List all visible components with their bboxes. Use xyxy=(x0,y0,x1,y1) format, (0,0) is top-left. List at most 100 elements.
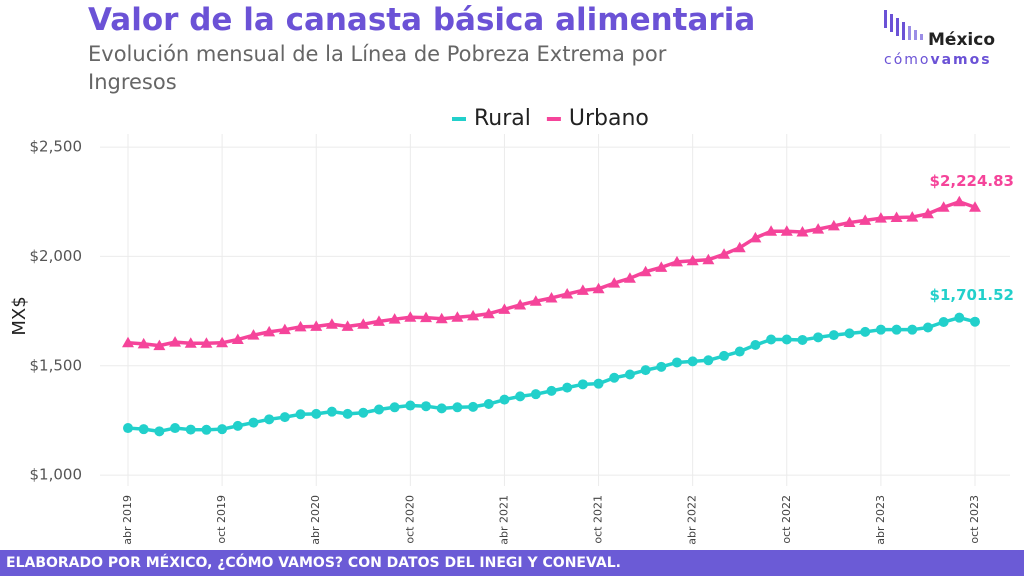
point xyxy=(278,323,291,335)
point xyxy=(436,403,447,414)
point xyxy=(325,318,338,329)
point xyxy=(719,350,730,361)
point xyxy=(703,355,714,366)
x-tick-label: abr 2020 xyxy=(309,495,322,545)
point xyxy=(593,378,604,389)
point xyxy=(624,369,635,380)
value-label: $2,224.83 xyxy=(930,172,1014,190)
point xyxy=(969,201,981,212)
value-label: $1,701.52 xyxy=(930,286,1014,304)
point xyxy=(201,424,212,435)
point xyxy=(295,409,306,420)
point xyxy=(372,315,385,326)
chart: MX$ $1,000 $1,500 $2,000 $2,500 abr 2019 oct … xyxy=(9,106,1014,545)
point xyxy=(263,325,276,337)
point xyxy=(138,424,149,435)
point xyxy=(561,288,574,299)
logo-bars xyxy=(884,10,923,40)
point xyxy=(405,400,416,411)
point xyxy=(562,382,573,393)
point xyxy=(468,401,479,412)
point xyxy=(954,312,965,323)
point xyxy=(640,365,651,376)
point xyxy=(750,339,761,350)
logo-tag: cómovamos xyxy=(884,52,992,68)
point xyxy=(859,214,872,225)
point xyxy=(184,337,197,348)
point xyxy=(200,337,213,348)
point xyxy=(953,195,966,207)
point xyxy=(435,312,448,324)
point xyxy=(153,339,166,351)
legend-label: Urbano xyxy=(569,106,649,131)
point xyxy=(702,253,715,265)
point xyxy=(216,336,229,348)
point xyxy=(247,329,260,340)
point xyxy=(860,326,871,337)
point xyxy=(828,330,839,341)
logo-tag-light: cómo xyxy=(884,52,931,68)
logo: México cómovamos xyxy=(882,8,1012,68)
point xyxy=(812,223,825,234)
logo-tag-bold: vamos xyxy=(930,52,992,68)
point xyxy=(938,317,949,328)
point xyxy=(123,423,133,434)
y-tick-label: $2,000 xyxy=(30,247,83,265)
point xyxy=(404,311,417,322)
point xyxy=(137,337,150,349)
point xyxy=(310,320,323,331)
x-tick-label: oct 2020 xyxy=(403,495,416,544)
point xyxy=(780,225,793,236)
point xyxy=(452,402,463,413)
point xyxy=(843,216,856,228)
point xyxy=(655,261,668,272)
x-tick-label: oct 2021 xyxy=(592,495,605,544)
point xyxy=(279,412,290,423)
point xyxy=(875,324,886,335)
point xyxy=(827,219,840,231)
point xyxy=(670,255,683,267)
point xyxy=(623,272,636,283)
point xyxy=(169,336,182,347)
point xyxy=(530,389,541,400)
point xyxy=(311,408,322,419)
point xyxy=(185,424,196,435)
point xyxy=(907,324,918,335)
point xyxy=(718,248,731,259)
point xyxy=(499,394,510,405)
point xyxy=(154,426,165,437)
point xyxy=(358,407,369,418)
point xyxy=(264,414,275,425)
point xyxy=(483,399,494,410)
point xyxy=(529,295,542,306)
point xyxy=(639,265,652,277)
y-tick-label: $2,500 xyxy=(30,138,83,156)
point xyxy=(890,211,903,223)
point xyxy=(813,332,824,343)
y-tick-label: $1,000 xyxy=(30,466,83,484)
point xyxy=(232,420,243,431)
point xyxy=(546,385,557,396)
point xyxy=(937,201,950,212)
x-tick-label: abr 2022 xyxy=(686,495,699,545)
footer: ELABORADO POR MÉXICO, ¿CÓMO VAMOS? CON D… xyxy=(0,550,1024,576)
point xyxy=(922,322,933,333)
point xyxy=(357,318,370,329)
point xyxy=(656,361,667,372)
point xyxy=(921,207,934,219)
logo-name: México xyxy=(928,30,995,50)
legend-label: Rural xyxy=(474,106,531,131)
x-tick-label: abr 2023 xyxy=(874,495,887,545)
point xyxy=(341,320,354,331)
point xyxy=(122,336,134,348)
point xyxy=(451,311,464,322)
point xyxy=(388,313,401,324)
point xyxy=(420,311,433,323)
point xyxy=(686,254,699,266)
y-axis-label: MX$ xyxy=(9,296,30,335)
point xyxy=(733,241,746,253)
point xyxy=(421,401,432,412)
title: Valor de la canasta básica alimentaria xyxy=(88,2,756,38)
point xyxy=(326,406,337,417)
